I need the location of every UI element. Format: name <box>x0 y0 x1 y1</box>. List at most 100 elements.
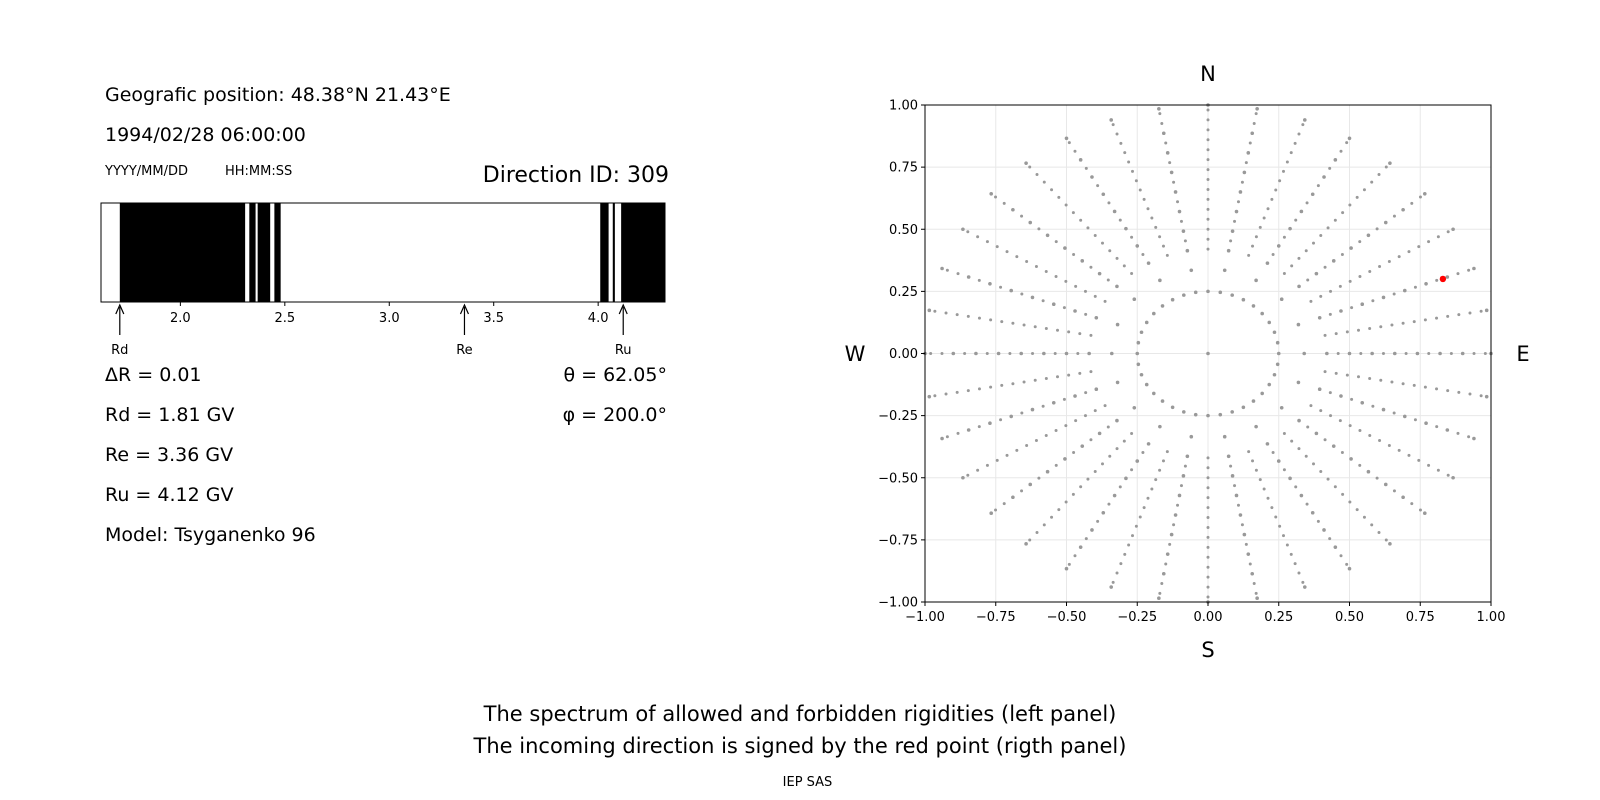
grid-point <box>1333 158 1337 162</box>
grid-point <box>1056 375 1060 379</box>
grid-point <box>1122 439 1126 443</box>
grid-point <box>1166 552 1170 556</box>
grid-point <box>1206 585 1210 589</box>
grid-point <box>1154 225 1158 229</box>
grid-point <box>1206 476 1210 480</box>
grid-point <box>1368 326 1372 330</box>
grid-point <box>1181 229 1185 233</box>
grid-point <box>1272 330 1277 335</box>
grid-point <box>1285 543 1289 547</box>
grid-point <box>1379 378 1383 382</box>
grid-point <box>1157 106 1161 111</box>
grid-point <box>1358 463 1362 467</box>
grid-point <box>1377 173 1381 177</box>
grid-point <box>995 245 999 249</box>
grid-point <box>1046 470 1050 474</box>
grid-point <box>1185 249 1189 253</box>
grid-point <box>1079 218 1083 222</box>
grid-point <box>1111 123 1115 127</box>
grid-point <box>1484 308 1489 313</box>
grid-point <box>1375 476 1379 480</box>
grid-point <box>1445 428 1449 432</box>
grid-point <box>1360 302 1364 306</box>
grid-point <box>1115 380 1120 385</box>
grid-point <box>1254 278 1258 283</box>
forbidden-band <box>257 203 271 302</box>
grid-point <box>1206 128 1210 132</box>
grid-point <box>1118 218 1122 222</box>
grid-point <box>1302 118 1307 122</box>
grid-point <box>1235 210 1239 214</box>
grid-point <box>1160 399 1165 403</box>
grid-point <box>1318 316 1322 320</box>
compass-south: S <box>1201 638 1214 662</box>
grid-point <box>1244 161 1248 165</box>
grid-point <box>1147 442 1151 446</box>
grid-point <box>1390 323 1394 327</box>
grid-point <box>1054 463 1058 467</box>
grid-point <box>1412 320 1416 324</box>
forbidden-band <box>249 203 256 302</box>
grid-point <box>1384 538 1388 542</box>
grid-point <box>1356 375 1360 379</box>
grid-point <box>1347 136 1352 141</box>
grid-point <box>1093 294 1097 298</box>
grid-point <box>1025 443 1029 447</box>
grid-point <box>1338 419 1342 423</box>
grid-point <box>1132 406 1137 410</box>
grid-point <box>1046 233 1050 237</box>
grid-point <box>1135 351 1140 356</box>
grid-point <box>1328 312 1332 316</box>
grid-point <box>1371 404 1375 408</box>
grid-point <box>1042 352 1046 355</box>
grid-point <box>1011 382 1015 386</box>
grid-point <box>1067 373 1071 377</box>
grid-point <box>1093 233 1097 237</box>
credit: IEP SAS <box>782 775 833 790</box>
grid-point <box>1332 259 1336 263</box>
grid-point <box>1229 464 1233 468</box>
grid-point <box>1472 266 1476 271</box>
grid-point <box>1325 352 1329 355</box>
grid-point <box>1162 572 1166 576</box>
grid-point <box>1254 235 1258 239</box>
grid-point <box>1115 284 1119 288</box>
grid-point <box>1277 459 1281 463</box>
ru-value: Ru = 4.12 GV <box>105 484 234 506</box>
re-value: Re = 3.36 GV <box>105 444 234 466</box>
spectrum-tick-label: 4.0 <box>588 311 609 326</box>
grid-point <box>1064 279 1068 283</box>
grid-point <box>989 385 993 389</box>
grid-point <box>1152 391 1156 396</box>
grid-point <box>1275 362 1280 367</box>
grid-point <box>1262 487 1266 491</box>
grid-point <box>1181 474 1185 478</box>
model-name: Model: Tsyganenko 96 <box>105 524 316 546</box>
grid-point <box>1067 141 1071 145</box>
grid-point <box>1293 141 1297 145</box>
grid-point <box>1193 412 1198 417</box>
grid-point <box>1028 165 1032 169</box>
grid-point <box>1297 571 1301 575</box>
grid-point <box>1435 387 1439 391</box>
grid-point <box>977 278 981 282</box>
grid-point <box>1042 523 1046 527</box>
grid-point <box>1206 413 1210 418</box>
grid-point <box>1146 496 1150 500</box>
grid-point <box>1252 582 1256 586</box>
grid-point <box>1349 457 1353 461</box>
grid-point <box>1254 112 1258 116</box>
grid-point <box>956 431 960 435</box>
grid-point <box>1028 221 1032 225</box>
grid-point <box>1130 272 1134 276</box>
grid-point <box>1206 187 1210 191</box>
grid-point <box>1206 351 1210 356</box>
grid-point <box>1119 141 1123 145</box>
grid-point <box>1355 195 1359 199</box>
grid-point <box>1312 241 1316 245</box>
grid-point <box>1028 538 1032 542</box>
grid-point <box>1054 240 1058 244</box>
grid-point <box>1281 534 1285 538</box>
grid-point <box>1233 484 1237 488</box>
grid-point <box>1328 166 1332 170</box>
